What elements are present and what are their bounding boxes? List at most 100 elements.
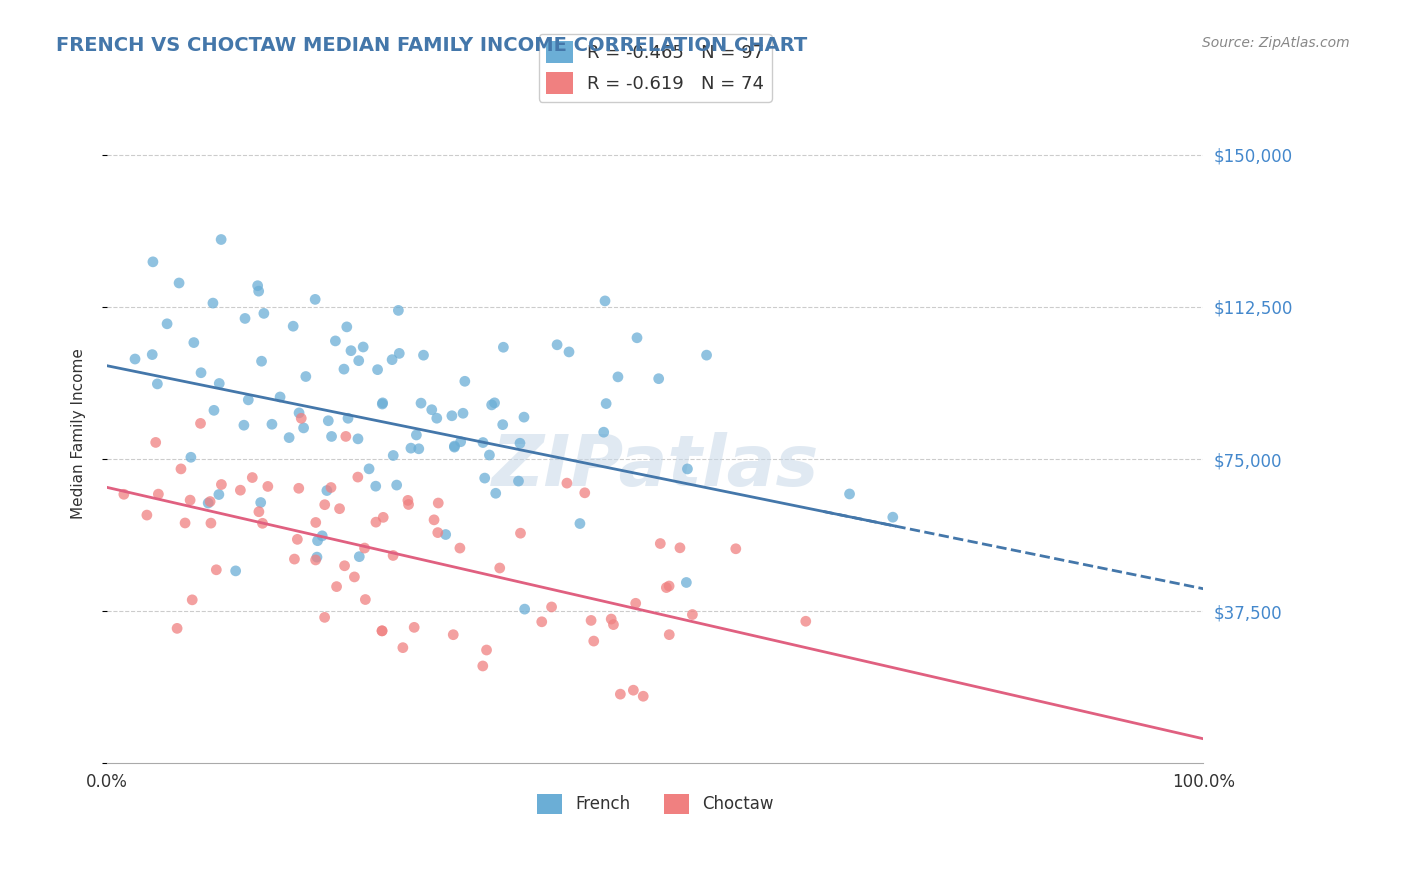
Point xyxy=(838,487,860,501)
Point xyxy=(295,369,318,384)
Point xyxy=(240,470,263,484)
Point xyxy=(472,435,495,450)
Point xyxy=(420,402,443,417)
Point xyxy=(198,494,221,508)
Point xyxy=(249,495,271,509)
Point xyxy=(441,628,464,642)
Point xyxy=(655,581,678,595)
Point xyxy=(292,421,315,435)
Point xyxy=(205,563,228,577)
Point xyxy=(325,580,347,594)
Point xyxy=(347,432,370,446)
Point xyxy=(181,592,204,607)
Point xyxy=(156,317,179,331)
Point xyxy=(399,441,422,455)
Point xyxy=(304,293,326,307)
Point xyxy=(676,462,699,476)
Point xyxy=(190,366,212,380)
Point xyxy=(408,442,430,456)
Point xyxy=(427,496,450,510)
Point xyxy=(305,516,328,530)
Point xyxy=(449,541,471,555)
Point xyxy=(174,516,197,530)
Point xyxy=(371,624,394,638)
Point xyxy=(443,439,465,453)
Point xyxy=(285,533,308,547)
Point xyxy=(246,278,269,293)
Point xyxy=(382,449,405,463)
Point xyxy=(530,615,553,629)
Point xyxy=(340,343,363,358)
Point xyxy=(385,478,408,492)
Point xyxy=(288,406,311,420)
Point xyxy=(647,372,669,386)
Point xyxy=(124,351,146,366)
Point xyxy=(568,516,591,531)
Point xyxy=(269,390,291,404)
Point xyxy=(609,687,631,701)
Point xyxy=(314,498,336,512)
Point xyxy=(304,553,326,567)
Point xyxy=(595,396,617,410)
Point xyxy=(474,471,496,485)
Point xyxy=(233,311,256,326)
Point xyxy=(373,510,395,524)
Point xyxy=(290,411,312,425)
Text: Source: ZipAtlas.com: Source: ZipAtlas.com xyxy=(1202,36,1350,50)
Point xyxy=(343,570,366,584)
Point xyxy=(287,481,309,495)
Point xyxy=(696,348,718,362)
Point xyxy=(675,575,697,590)
Point xyxy=(681,607,703,622)
Point xyxy=(335,429,357,443)
Point xyxy=(167,276,190,290)
Point xyxy=(658,579,681,593)
Text: FRENCH VS CHOCTAW MEDIAN FAMILY INCOME CORRELATION CHART: FRENCH VS CHOCTAW MEDIAN FAMILY INCOME C… xyxy=(56,36,807,54)
Point xyxy=(508,474,530,488)
Point xyxy=(311,529,333,543)
Point xyxy=(250,354,273,368)
Point xyxy=(202,403,225,417)
Point xyxy=(558,345,581,359)
Point xyxy=(359,462,381,476)
Point xyxy=(650,536,672,550)
Point xyxy=(252,516,274,531)
Point xyxy=(381,352,404,367)
Point xyxy=(440,409,463,423)
Point xyxy=(631,690,654,704)
Point xyxy=(278,431,301,445)
Point xyxy=(166,621,188,635)
Point xyxy=(481,398,503,412)
Point xyxy=(146,376,169,391)
Point xyxy=(624,596,647,610)
Point xyxy=(336,319,359,334)
Point xyxy=(602,617,624,632)
Point xyxy=(509,526,531,541)
Point xyxy=(337,411,360,425)
Point xyxy=(112,487,135,501)
Point xyxy=(209,233,232,247)
Point xyxy=(364,515,387,529)
Point xyxy=(607,370,630,384)
Point xyxy=(669,541,692,555)
Point xyxy=(546,338,568,352)
Point xyxy=(371,396,394,410)
Point xyxy=(426,411,449,425)
Point xyxy=(232,418,254,433)
Point xyxy=(197,496,219,510)
Point xyxy=(190,417,212,431)
Point xyxy=(592,425,614,440)
Point xyxy=(283,319,305,334)
Point xyxy=(724,541,747,556)
Point xyxy=(794,614,817,628)
Point xyxy=(260,417,283,432)
Point xyxy=(475,643,498,657)
Point xyxy=(426,525,449,540)
Point xyxy=(142,255,165,269)
Point xyxy=(200,516,222,530)
Point xyxy=(423,513,446,527)
Point xyxy=(396,493,419,508)
Point xyxy=(346,470,368,484)
Point xyxy=(208,376,231,391)
Point xyxy=(229,483,252,498)
